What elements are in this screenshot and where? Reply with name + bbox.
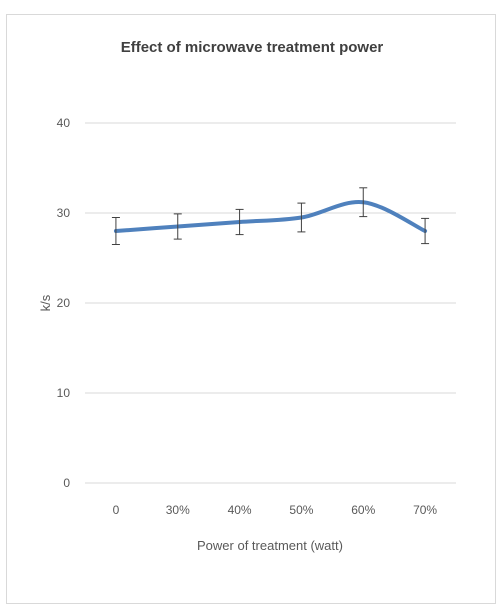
x-tick-1: 30% (166, 503, 190, 517)
x-tick-0: 0 (113, 503, 120, 517)
chart-title: Effect of microwave treatment power (121, 39, 384, 56)
chart-frame (6, 14, 496, 604)
error-bars (111, 187, 430, 245)
x-tick-4: 60% (351, 503, 375, 517)
y-axis-label: k/s (38, 294, 53, 311)
error-bar-1 (173, 213, 182, 240)
y-tick-0: 0 (63, 476, 70, 490)
y-tick-40: 40 (57, 116, 71, 130)
y-tick-10: 10 (57, 386, 71, 400)
error-bar-4 (359, 187, 368, 218)
y-tick-30: 30 (57, 206, 71, 220)
error-bar-5 (421, 217, 430, 245)
x-tick-3: 50% (289, 503, 313, 517)
y-tick-20: 20 (57, 296, 71, 310)
error-bar-3 (297, 202, 306, 233)
gridlines (85, 122, 456, 484)
x-axis-label: Power of treatment (watt) (197, 538, 343, 553)
x-tick-labels: 0 30% 40% 50% 60% 70% (113, 503, 438, 517)
x-tick-5: 70% (413, 503, 437, 517)
series-line (113, 200, 428, 233)
y-tick-labels: 0 10 20 30 40 (57, 116, 71, 490)
error-bar-2 (235, 208, 244, 236)
error-bar-0 (111, 217, 120, 245)
x-tick-2: 40% (228, 503, 252, 517)
